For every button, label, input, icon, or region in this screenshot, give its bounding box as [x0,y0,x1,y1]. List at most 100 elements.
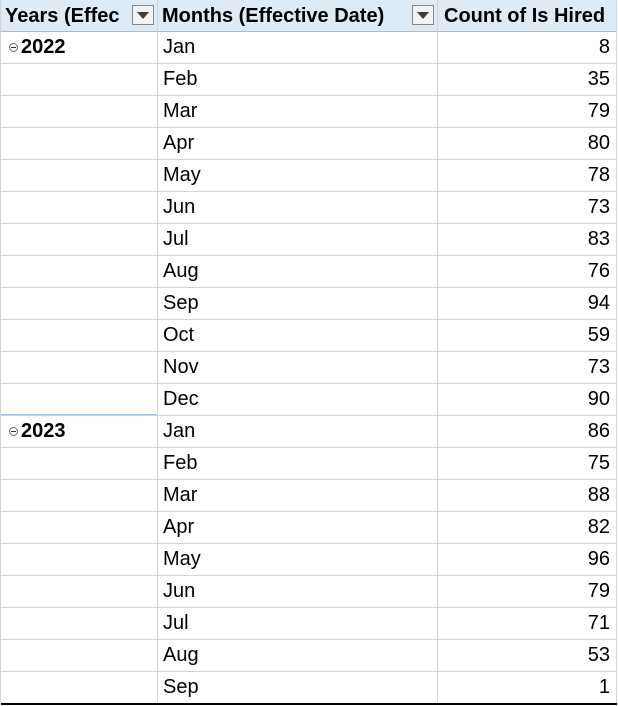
table-row: Aug 76 [1,256,617,288]
year-cell-empty [1,256,158,287]
table-row: Sep 94 [1,288,617,320]
header-years[interactable]: Years (Effec [1,0,158,32]
year-cell[interactable]: 2023 [1,416,158,447]
month-cell[interactable]: Jan [158,32,438,63]
year-cell-empty [1,608,158,639]
count-cell[interactable]: 79 [438,576,617,607]
month-cell[interactable]: Mar [158,480,438,511]
count-cell[interactable]: 35 [438,64,617,95]
year-label: 2023 [21,420,66,442]
header-years-label: Years (Effec [5,5,120,27]
year-cell-empty [1,128,158,159]
table-row: Nov 73 [1,352,617,384]
year-cell-empty [1,512,158,543]
table-row: Jul 71 [1,608,617,640]
count-cell[interactable]: 73 [438,192,617,223]
table-row: Aug 53 [1,640,617,672]
year-label: 2022 [21,36,66,58]
year-cell-empty [1,64,158,95]
collapse-icon[interactable] [9,43,18,52]
year-cell-empty [1,480,158,511]
count-cell[interactable]: 53 [438,640,617,671]
header-months[interactable]: Months (Effective Date) [158,0,438,32]
month-cell[interactable]: Jun [158,576,438,607]
table-row: Apr 80 [1,128,617,160]
year-cell-empty [1,160,158,191]
month-cell[interactable]: Nov [158,352,438,383]
year-cell-empty [1,192,158,223]
month-cell[interactable]: Feb [158,448,438,479]
count-cell[interactable]: 76 [438,256,617,287]
count-cell[interactable]: 71 [438,608,617,639]
table-row: 2023 Jan 86 [1,416,617,448]
count-cell[interactable]: 75 [438,448,617,479]
chevron-down-icon [137,11,149,19]
month-cell[interactable]: Jul [158,608,438,639]
month-cell[interactable]: Sep [158,672,438,703]
table-bottom-border [1,703,617,705]
table-row: Jun 73 [1,192,617,224]
count-cell[interactable]: 1 [438,672,617,703]
year-cell-empty [1,96,158,127]
month-cell[interactable]: Sep [158,288,438,319]
month-cell[interactable]: May [158,160,438,191]
table-row: 2022 Jan 8 [1,32,617,64]
month-cell[interactable]: May [158,544,438,575]
header-count[interactable]: Count of Is Hired [438,0,617,32]
count-cell[interactable]: 90 [438,384,617,415]
year-cell-empty [1,320,158,351]
count-cell[interactable]: 82 [438,512,617,543]
year-cell[interactable]: 2022 [1,32,158,63]
header-months-label: Months (Effective Date) [162,5,385,27]
count-cell[interactable]: 80 [438,128,617,159]
table-row: Dec 90 [1,384,617,416]
table-row: Mar 79 [1,96,617,128]
month-cell[interactable]: Apr [158,128,438,159]
year-cell-empty [1,224,158,255]
month-cell[interactable]: Jan [158,416,438,447]
month-cell[interactable]: Apr [158,512,438,543]
year-cell-empty [1,576,158,607]
count-cell[interactable]: 96 [438,544,617,575]
table-row: May 78 [1,160,617,192]
header-count-label: Count of Is Hired [444,5,606,27]
month-cell[interactable]: Jul [158,224,438,255]
table-row: Oct 59 [1,320,617,352]
table-row: Jul 83 [1,224,617,256]
month-cell[interactable]: Jun [158,192,438,223]
years-filter-button[interactable] [132,5,154,25]
year-cell-empty [1,448,158,479]
year-cell-empty [1,288,158,319]
year-cell-empty [1,640,158,671]
chevron-down-icon [417,11,429,19]
collapse-icon[interactable] [9,427,18,436]
count-cell[interactable]: 86 [438,416,617,447]
month-cell[interactable]: Dec [158,384,438,415]
count-cell[interactable]: 8 [438,32,617,63]
month-cell[interactable]: Feb [158,64,438,95]
count-cell[interactable]: 88 [438,480,617,511]
count-cell[interactable]: 94 [438,288,617,319]
count-cell[interactable]: 59 [438,320,617,351]
month-cell[interactable]: Mar [158,96,438,127]
year-cell-empty [1,544,158,575]
count-cell[interactable]: 83 [438,224,617,255]
table-row: Apr 82 [1,512,617,544]
count-cell[interactable]: 78 [438,160,617,191]
table-row: Sep 1 [1,672,617,704]
months-filter-button[interactable] [412,5,434,25]
pivot-header-row: Years (Effec Months (Effective Date) Cou… [1,0,617,32]
year-cell-empty [1,352,158,383]
month-cell[interactable]: Oct [158,320,438,351]
table-row: Feb 35 [1,64,617,96]
year-cell-empty [1,672,158,703]
month-cell[interactable]: Aug [158,256,438,287]
pivot-body: 2022 Jan 8 Feb 35 Mar 79 Apr 80 May 78 Jun 73 Jul 83 Au… [1,32,617,704]
count-cell[interactable]: 79 [438,96,617,127]
table-row: Mar 88 [1,480,617,512]
count-cell[interactable]: 73 [438,352,617,383]
table-row: Feb 75 [1,448,617,480]
month-cell[interactable]: Aug [158,640,438,671]
table-row: May 96 [1,544,617,576]
